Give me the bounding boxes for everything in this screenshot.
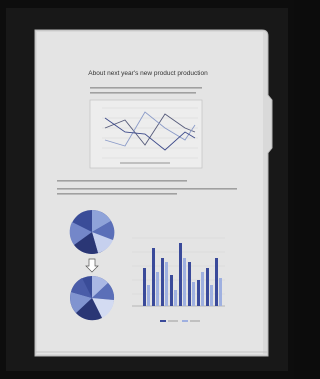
line-chart-image [90, 100, 202, 168]
pie-chart-image [70, 276, 114, 320]
document-title: About next year's new product production [88, 70, 208, 77]
photo: About next year's new product production [0, 0, 294, 379]
pie-chart-image [70, 210, 115, 254]
page: About next year's new product production [0, 0, 294, 379]
